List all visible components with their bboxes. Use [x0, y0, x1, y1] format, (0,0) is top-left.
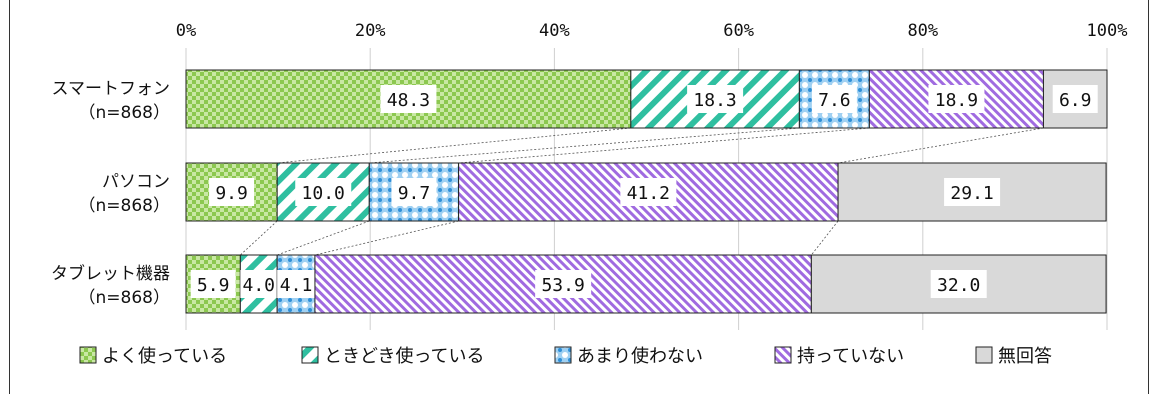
data-label-bg [687, 85, 744, 113]
data-label: 53.9 [541, 275, 584, 296]
data-label: 41.2 [627, 183, 670, 204]
connector-line [277, 220, 370, 256]
connector-lines [240, 127, 1044, 256]
legend-swatch [774, 346, 792, 364]
legend: よく使っている ときどき使っている あまり使わない 持っていない 無回答 [79, 346, 1052, 367]
legend-label: あまり使わない [577, 346, 703, 367]
data-label-bg [277, 270, 315, 298]
legend-label: ときどき使っている [324, 346, 485, 367]
data-label: 10.0 [302, 183, 345, 204]
data-label: 18.9 [935, 90, 978, 111]
data-label: 7.6 [818, 90, 851, 111]
data-label: 4.0 [243, 275, 276, 296]
data-label-bg [1052, 85, 1098, 113]
data-label: 32.0 [937, 275, 980, 296]
connector-line [838, 127, 1044, 164]
data-label-bg [620, 178, 677, 206]
connector-line [240, 220, 278, 256]
data-label: 18.3 [693, 90, 736, 111]
data-label-bg [295, 178, 352, 206]
x-tick-label: 20% [355, 21, 386, 41]
category-label: パソコン [102, 172, 170, 192]
data-label: 48.3 [387, 90, 430, 111]
data-label-bg [380, 85, 437, 113]
legend-swatch [301, 346, 319, 364]
category-n-label: （n=868） [79, 288, 170, 308]
data-label: 4.1 [280, 275, 313, 296]
data-label-bg [391, 178, 437, 206]
x-tick-label: 100% [1087, 21, 1128, 41]
data-label: 9.7 [398, 183, 431, 204]
data-label: 6.9 [1059, 90, 1092, 111]
connector-line [314, 220, 459, 256]
connector-line [458, 127, 870, 164]
legend-swatch [975, 346, 993, 364]
legend-swatch [554, 346, 572, 364]
legend-label: よく使っている [102, 346, 227, 367]
data-label-bg [209, 178, 255, 206]
connector-line [369, 127, 800, 164]
data-label-bg [944, 178, 1001, 206]
x-tick-label: 0% [176, 21, 196, 41]
legend-label: 持っていない [797, 346, 904, 367]
data-label: 29.1 [950, 183, 993, 204]
x-tick-label: 40% [539, 21, 570, 41]
data-label-bg [190, 270, 236, 298]
legend-label: 無回答 [998, 346, 1052, 367]
category-n-label: （n=868） [79, 196, 170, 216]
connector-line [277, 127, 631, 164]
category-label: スマートフォン [52, 79, 171, 99]
data-label-bg [240, 270, 278, 298]
category-labels: スマートフォン （n=868） パソコン （n=868） タブレット機器 （n=868） [51, 79, 170, 308]
category-n-label: （n=868） [79, 103, 170, 123]
chart-frame [9, 0, 1149, 394]
data-label: 5.9 [197, 275, 230, 296]
category-label: タブレット機器 [51, 263, 170, 284]
bars: 48.3 18.3 7.6 18.9 6.9 9.9 10.0 9.7 41.2 29.1 5.9 4… [185, 69, 1108, 314]
x-axis-ticks: 0% 20% 40% 60% 80% 100% [176, 21, 1128, 41]
data-label: 9.9 [215, 183, 248, 204]
x-tick-label: 80% [907, 21, 938, 41]
data-label-bg [930, 270, 987, 298]
x-tick-label: 60% [723, 21, 754, 41]
data-label-bg [535, 270, 592, 298]
data-label-bg [928, 85, 985, 113]
data-label-bg [811, 85, 857, 113]
legend-swatch [79, 346, 97, 364]
connector-line [811, 220, 839, 256]
bar-segment [798, 69, 870, 129]
